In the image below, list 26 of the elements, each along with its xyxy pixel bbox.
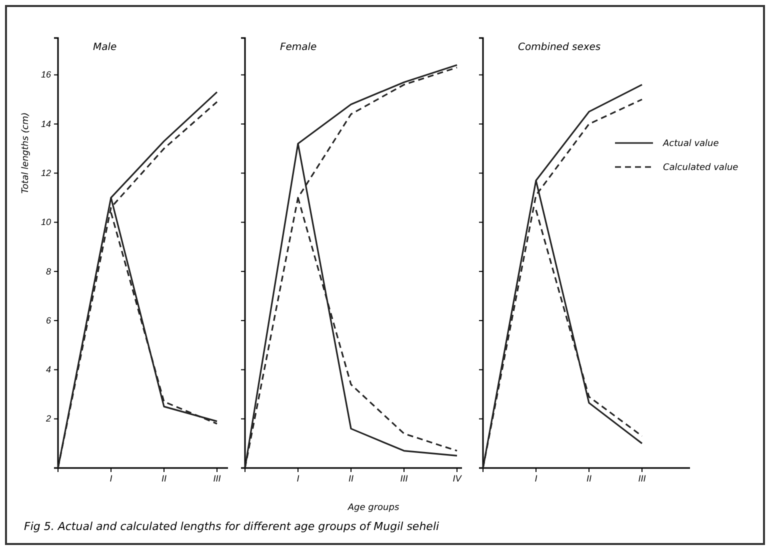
x-tick-label: I: [110, 473, 113, 484]
x-tick-label: II: [586, 473, 592, 484]
y-axis-title: Total lengths (cm): [21, 112, 31, 194]
legend-label: Actual value: [662, 139, 720, 149]
y-tick-label: 10: [40, 217, 51, 228]
y-tick-label: 2: [44, 414, 51, 424]
x-tick-label: III: [213, 473, 222, 484]
y-tick-label: 8: [46, 266, 51, 276]
y-tick-label: 14: [40, 118, 51, 129]
x-tick-label: IV: [452, 473, 462, 484]
x-tick-label: II: [348, 473, 354, 484]
chart-title: Female: [280, 42, 317, 53]
caption: Fig 5. Actual and calculated lengths for different age groups of Mugil seheli: [24, 520, 440, 533]
x-tick-label: III: [400, 473, 408, 484]
chart-title: Male: [93, 42, 117, 53]
y-tick-label: 6: [46, 315, 51, 326]
y-tick-label: 16: [40, 70, 51, 80]
x-tick-label: III: [638, 473, 646, 484]
x-tick-label: I: [296, 473, 300, 484]
x-axis-title: Age groups: [346, 503, 400, 513]
chart-title: Combined sexes: [518, 42, 601, 53]
y-tick-label: 4: [46, 364, 51, 375]
legend-label: Calculated value: [663, 163, 739, 173]
x-tick-label: I: [534, 473, 538, 484]
y-tick-label: 12: [40, 168, 51, 178]
x-tick-label: II: [161, 473, 167, 484]
